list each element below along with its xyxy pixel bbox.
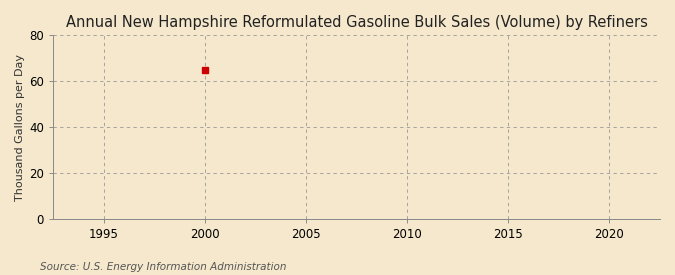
Y-axis label: Thousand Gallons per Day: Thousand Gallons per Day bbox=[15, 54, 25, 200]
Title: Annual New Hampshire Reformulated Gasoline Bulk Sales (Volume) by Refiners: Annual New Hampshire Reformulated Gasoli… bbox=[65, 15, 647, 30]
Text: Source: U.S. Energy Information Administration: Source: U.S. Energy Information Administ… bbox=[40, 262, 287, 272]
